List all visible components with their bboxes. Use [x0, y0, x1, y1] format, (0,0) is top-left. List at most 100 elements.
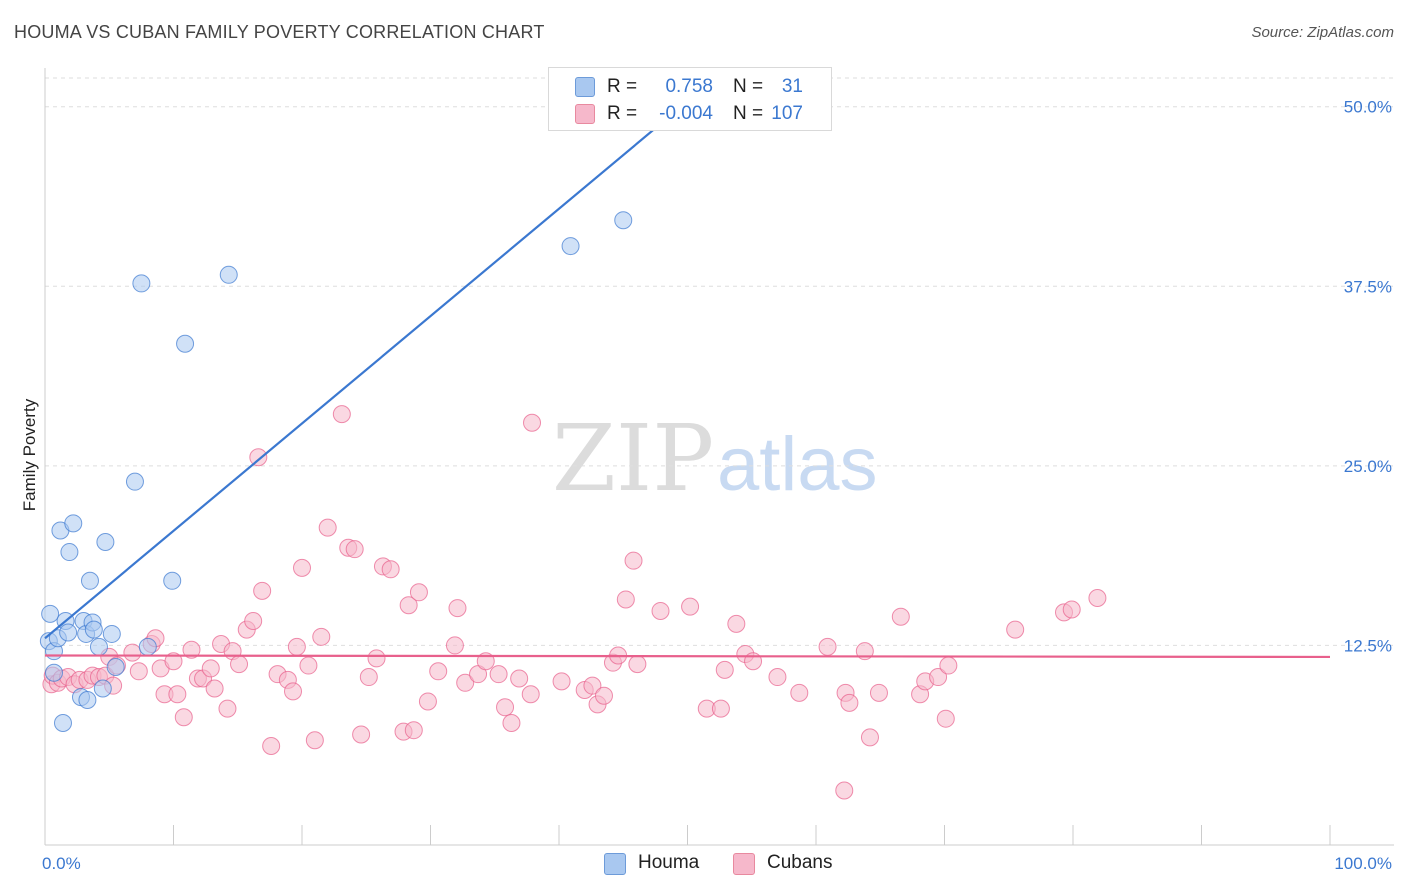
y-tick-label: 37.5% [1344, 277, 1392, 296]
houma-legend-label: Houma [638, 852, 700, 873]
houma-point [84, 620, 103, 639]
cubans-point [768, 668, 787, 687]
houma-point [176, 334, 195, 353]
cubans-point [299, 656, 318, 675]
cubans-trendline [44, 654, 1331, 659]
watermark-zip: ZIP [552, 405, 714, 512]
cubans-point [253, 581, 272, 600]
houma-point [138, 637, 157, 656]
houma-point [219, 265, 238, 284]
cubans-point [715, 660, 734, 679]
cubans-point [182, 640, 201, 659]
cubans-point [244, 612, 263, 631]
cubans-point [489, 665, 508, 684]
cubans-point [345, 540, 364, 559]
cubans-point [359, 668, 378, 687]
cubans-point [284, 682, 303, 701]
houma-point [106, 657, 125, 676]
cubans-point [583, 676, 602, 695]
legend-n-value: 31 [781, 76, 803, 97]
houma-point [53, 714, 72, 733]
axes [44, 68, 1394, 846]
legend-r-value: -0.004 [659, 103, 713, 124]
cubans-point [418, 692, 437, 711]
y-tick-label: 25.0% [1344, 457, 1392, 476]
houma-legend-swatch [604, 853, 626, 875]
watermark-atlas: atlas [717, 422, 878, 507]
houma-trendline [44, 105, 682, 640]
cubans-point [1006, 620, 1025, 639]
cubans-point [352, 725, 371, 744]
cubans-point [218, 699, 237, 718]
chart-title: HOUMA VS CUBAN FAMILY POVERTY CORRELATIO… [14, 22, 545, 42]
correlation-legend: R = 0.758 N = 31 R = -0.004 N = 107 [548, 67, 832, 131]
houma-point [59, 623, 78, 642]
legend-n-label: N = [733, 103, 764, 124]
cubans-swatch [575, 104, 595, 124]
cubans-point [496, 698, 515, 717]
cubans-point [129, 662, 148, 681]
cubans-point [860, 728, 879, 747]
cubans-point [651, 601, 670, 620]
cubans-point [818, 637, 837, 656]
houma-point [78, 691, 97, 710]
cubans-point [616, 590, 635, 609]
cubans-point [681, 597, 700, 616]
grid [45, 77, 1394, 646]
cubans-point [835, 781, 854, 800]
y-axis-label: Family Poverty [20, 398, 39, 511]
houma-point [60, 543, 79, 562]
x-tick-label: 100.0% [1334, 854, 1392, 873]
cubans-point [168, 685, 187, 704]
cubans-point [521, 685, 540, 704]
houma-point [80, 571, 99, 590]
cubans-point [628, 655, 647, 674]
houma-point [41, 604, 60, 623]
houma-point [64, 514, 83, 533]
houma-point [93, 679, 112, 698]
cubans-point [381, 560, 400, 579]
cubans-point [840, 693, 859, 712]
cubans-point [332, 405, 351, 424]
y-tick-labels: 12.5% 25.0% 37.5% 50.0% [1344, 98, 1392, 656]
cubans-point [939, 656, 958, 675]
cubans-point [502, 714, 521, 733]
houma-point [132, 274, 151, 293]
cubans-point [523, 413, 542, 432]
houma-point [102, 624, 121, 643]
cubans-point [510, 669, 529, 688]
cubans-point [174, 708, 193, 727]
houma-point [561, 237, 580, 256]
series-legend: Houma Cubans [0, 851, 1406, 879]
cubans-point [594, 686, 613, 705]
source-label: Source: ZipAtlas.com [1251, 24, 1394, 41]
cubans-point [293, 558, 311, 577]
cubans-legend-label: Cubans [767, 852, 833, 873]
legend-row-cubans: R = -0.004 N = 107 [549, 101, 831, 127]
cubans-point [711, 699, 730, 718]
cubans-point [891, 607, 910, 626]
houma-point [89, 637, 108, 656]
legend-n-label: N = [733, 76, 764, 97]
cubans-point [624, 551, 643, 570]
cubans-point [445, 636, 464, 655]
cubans-point [869, 683, 888, 702]
cubans-point [399, 596, 418, 615]
cubans-point [205, 679, 224, 698]
cubans-point [790, 683, 809, 702]
houma-point [614, 211, 633, 230]
cubans-point [409, 583, 428, 602]
houma-swatch [575, 77, 595, 97]
cubans-point [1062, 600, 1081, 619]
cubans-point [249, 448, 268, 467]
cubans-point [201, 659, 220, 678]
cubans-point [367, 649, 386, 668]
houma-point [96, 533, 115, 552]
cubans-point [936, 709, 955, 728]
x-tick-labels: 0.0% 100.0% [42, 854, 1392, 873]
cubans-point [727, 614, 746, 633]
legend-r-label: R = [607, 76, 638, 97]
watermark: ZIP atlas [552, 405, 878, 512]
cubans-point [262, 736, 281, 755]
